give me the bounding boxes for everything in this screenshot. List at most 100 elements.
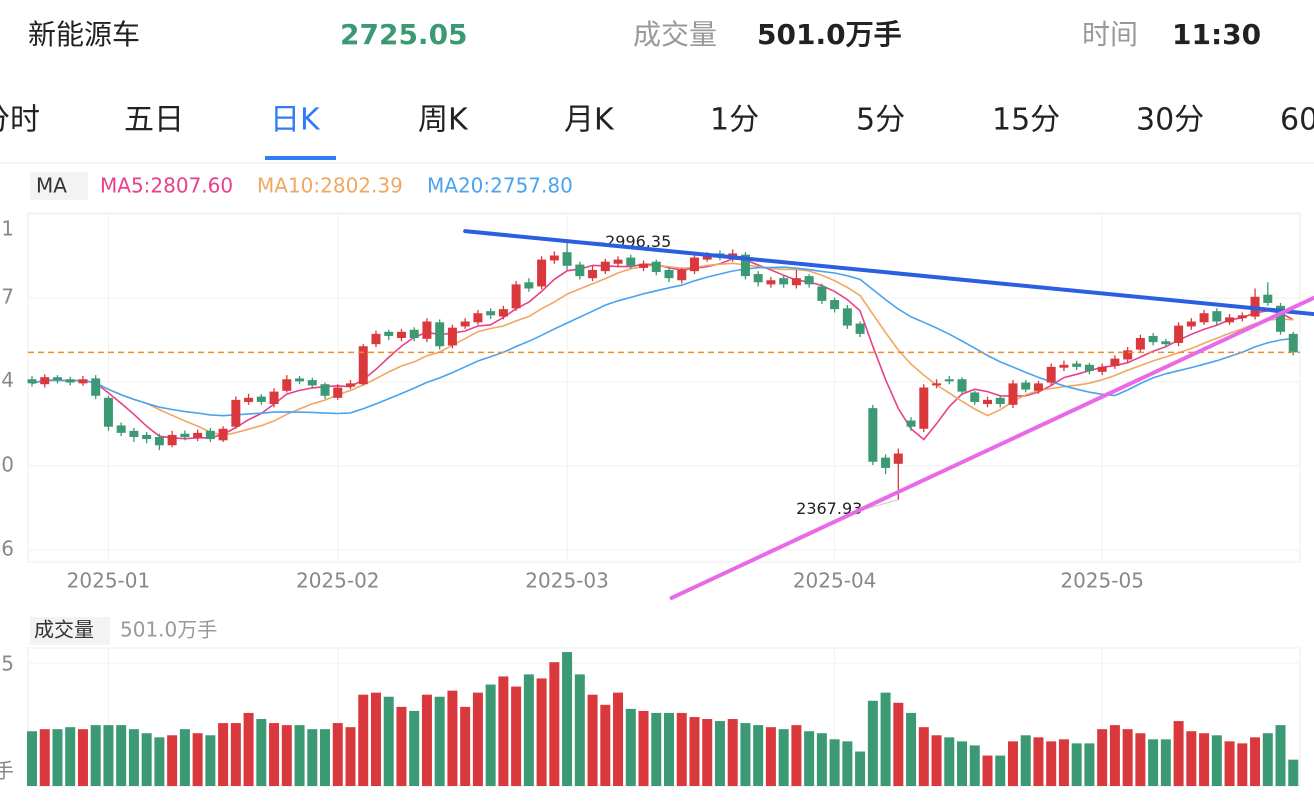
tab[interactable]: 5分 — [856, 103, 905, 138]
candle-body — [842, 308, 852, 326]
candle-body — [460, 321, 470, 327]
volume-bar — [613, 692, 624, 786]
candle-body — [753, 274, 763, 283]
x-tick-label: 2025-04 — [793, 569, 877, 593]
volume-bar — [1071, 743, 1082, 786]
candle-body — [1110, 358, 1120, 367]
tab[interactable]: 月K — [564, 103, 615, 138]
tab[interactable]: 60分 — [1280, 103, 1314, 138]
candle-body — [524, 282, 534, 289]
ma-legend-entry: MA5:2807.60 — [100, 174, 233, 198]
volume-bar — [370, 692, 381, 786]
candle-body — [142, 434, 152, 440]
candle-body — [1237, 315, 1247, 319]
ma-line — [31, 266, 1294, 417]
tab[interactable]: 15分 — [992, 103, 1060, 138]
volume-bar — [855, 751, 866, 786]
candle-body — [52, 377, 62, 381]
ma-legend-title: MA — [36, 174, 67, 198]
volume-bar — [714, 721, 725, 786]
candle-body — [664, 269, 674, 279]
volume-bar — [1148, 739, 1159, 786]
candle-body — [689, 257, 699, 272]
candle-body — [282, 379, 292, 391]
candle-body — [473, 313, 483, 323]
candle-body — [116, 425, 126, 433]
volume-bar — [103, 725, 114, 786]
candle-body — [180, 433, 190, 438]
tab[interactable]: 日K — [270, 103, 321, 138]
volume-bar — [1020, 735, 1031, 786]
volume-bar — [689, 717, 700, 786]
candle-body — [855, 323, 865, 334]
volume-bar — [969, 745, 980, 786]
tab[interactable]: 周K — [418, 103, 469, 138]
candle-body — [702, 255, 712, 260]
volume-bar — [485, 684, 496, 786]
volume-bar — [1262, 733, 1273, 786]
tab[interactable]: 分时 — [0, 103, 40, 138]
volume-bar — [906, 712, 917, 786]
candle-body — [613, 259, 623, 264]
volume-bar — [90, 725, 101, 786]
candle-body — [103, 397, 113, 427]
candle-body — [562, 252, 572, 266]
tab[interactable]: 1分 — [710, 103, 759, 138]
candle-body — [295, 378, 305, 382]
y-tick-label: 2450 — [0, 452, 14, 476]
volume-bar — [1109, 725, 1120, 786]
candle-body — [995, 397, 1005, 405]
volume-bar — [1097, 729, 1108, 786]
candle-body — [804, 276, 814, 285]
x-tick-label: 2025-03 — [525, 569, 609, 593]
volume-bar — [651, 712, 662, 786]
volume-bar — [1173, 721, 1184, 786]
candle-body — [384, 331, 394, 336]
volume-bar — [829, 739, 840, 786]
volume-bar — [447, 690, 458, 786]
volume-bar — [931, 735, 942, 786]
candle-body — [677, 269, 687, 281]
volume-bar — [778, 729, 789, 786]
volume-bar — [893, 702, 904, 786]
volume-bar — [472, 692, 483, 786]
candle-body — [435, 322, 445, 347]
candle-body — [40, 377, 50, 385]
volume-bar — [1250, 737, 1261, 786]
volume-bar — [1122, 729, 1133, 786]
volume-bar — [421, 694, 432, 786]
candle-body — [320, 384, 330, 396]
volume-bar — [1288, 759, 1299, 786]
tab[interactable]: 五日 — [124, 103, 184, 138]
volume-unit-label: 万手 — [0, 759, 14, 783]
volume-bar — [549, 662, 560, 786]
volume-bar — [39, 729, 50, 786]
volume-bar — [116, 725, 127, 786]
candle-body — [154, 437, 164, 446]
candle-body — [957, 379, 967, 392]
trend-line — [669, 295, 1314, 600]
volume-bar — [269, 723, 280, 786]
candle-body — [1097, 366, 1107, 372]
volume-bar — [77, 729, 88, 786]
candle-body — [193, 432, 203, 438]
tab[interactable]: 30分 — [1136, 103, 1204, 138]
candle-body — [600, 261, 610, 272]
volume-bar — [1275, 725, 1286, 786]
volume-bar — [880, 692, 891, 786]
index-price: 2725.05 — [340, 18, 468, 51]
volume-bar — [638, 710, 649, 786]
candle-body — [1174, 325, 1184, 343]
candle-body — [881, 457, 891, 468]
volume-bar — [702, 719, 713, 786]
candle-body — [498, 309, 508, 317]
volume-bar — [1186, 731, 1197, 786]
volume-bar — [332, 723, 343, 786]
candle-body — [817, 286, 827, 301]
volume-bar — [1135, 733, 1146, 786]
candle-body — [218, 428, 228, 441]
candle-body — [983, 399, 992, 405]
candle-body — [919, 387, 929, 429]
candle-body — [511, 284, 521, 309]
volume-bar — [664, 712, 674, 786]
